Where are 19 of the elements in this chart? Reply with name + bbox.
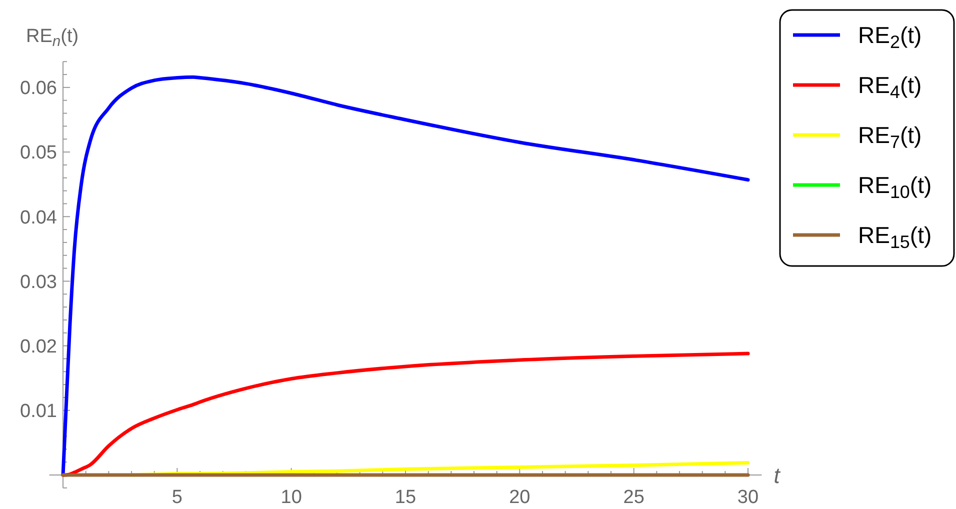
x-tick-label: 30 <box>737 486 759 508</box>
x-tick-label: 5 <box>172 486 182 508</box>
y-tick-label: 0.01 <box>20 401 57 422</box>
legend-label: RE$_{7}$(t) <box>858 122 922 152</box>
legend-label: RE$_{2}$(t) <box>858 22 922 52</box>
legend-label: RE$_{4}$(t) <box>858 72 922 102</box>
x-tick-label: 10 <box>280 486 302 508</box>
y-tick-label: 0.02 <box>20 336 57 358</box>
y-axis-title: RE$_{n}$(t) <box>26 26 79 50</box>
y-tick-label: 0.05 <box>20 142 57 164</box>
legend-label: RE$_{10}$(t) <box>858 172 932 202</box>
x-tick-label: 15 <box>394 486 416 508</box>
legend-label: RE$_{15}$(t) <box>858 222 932 252</box>
x-tick-label: 20 <box>509 486 530 508</box>
y-tick-label: 0.06 <box>20 78 57 100</box>
x-axis-title: t <box>774 462 781 488</box>
x-tick-label: 25 <box>623 486 644 508</box>
y-tick-label: 0.03 <box>20 272 57 293</box>
y-tick-label: 0.04 <box>20 207 58 228</box>
